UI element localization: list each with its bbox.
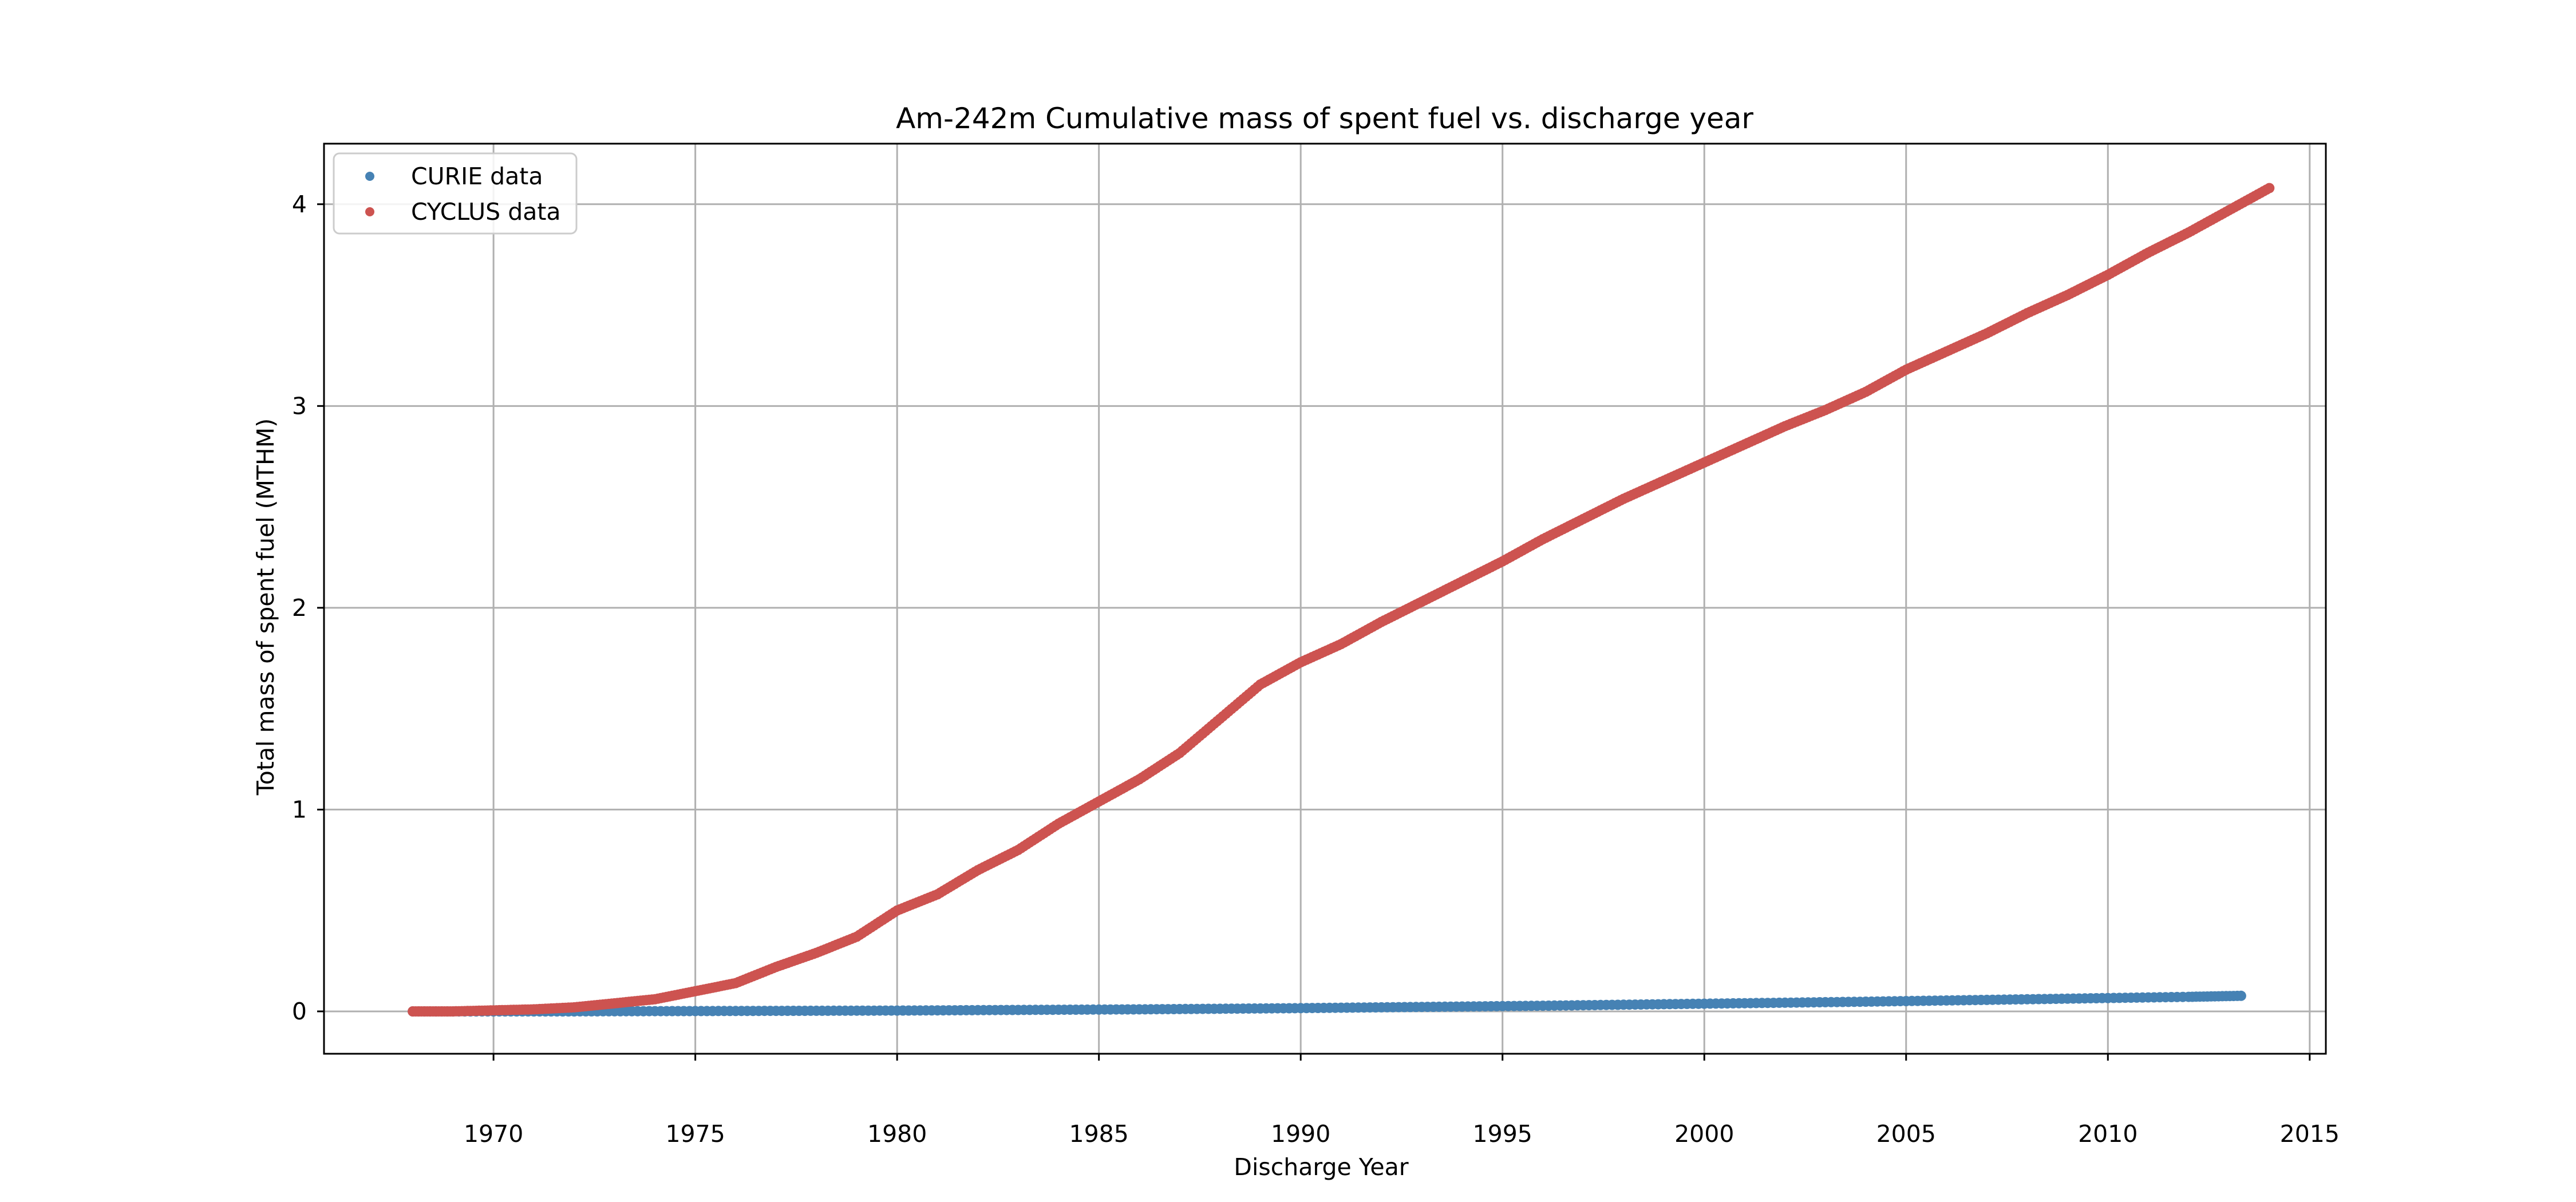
legend-marker-curie (365, 172, 374, 181)
x-tick-label: 2005 (1876, 1120, 1936, 1148)
x-tick-label: 1975 (665, 1120, 725, 1148)
chart-title: Am-242m Cumulative mass of spent fuel vs… (896, 102, 1753, 135)
x-tick-label: 2015 (2280, 1120, 2340, 1148)
x-axis-label: Discharge Year (1234, 1153, 1408, 1181)
x-tick-label: 1985 (1069, 1120, 1129, 1148)
points-layer (408, 183, 2275, 1017)
y-tick-label: 0 (292, 998, 307, 1025)
grid-layer (324, 144, 2326, 1054)
x-tick-label: 1995 (1473, 1120, 1532, 1148)
y-tick-label: 2 (292, 594, 307, 622)
legend-label-curie: CURIE data (411, 163, 543, 190)
y-axis-label: Total mass of spent fuel (MTHM) (252, 418, 279, 796)
x-tick-label: 2000 (1674, 1120, 1734, 1148)
x-tick-label: 1970 (464, 1120, 523, 1148)
y-tick-label: 3 (292, 392, 307, 420)
x-tick-label: 1990 (1271, 1120, 1330, 1148)
x-tick-label: 1980 (867, 1120, 927, 1148)
data-point (2235, 990, 2246, 1001)
legend-marker-cyclus (365, 207, 374, 216)
axes-frame (323, 143, 2327, 1055)
ticks-layer: 1970 1975 1980 1985 1990 1995 2000 2005 2010 2015… (292, 191, 2340, 1148)
legend-box (333, 152, 578, 235)
legend: CURIE data CYCLUS data (333, 152, 578, 235)
x-tick-label: 2010 (2078, 1120, 2138, 1148)
series-1-points (408, 183, 2275, 1017)
y-tick-label: 1 (292, 796, 307, 823)
legend-label-cyclus: CYCLUS data (411, 198, 561, 226)
y-tick-label: 4 (292, 191, 307, 218)
data-point (2264, 183, 2275, 193)
